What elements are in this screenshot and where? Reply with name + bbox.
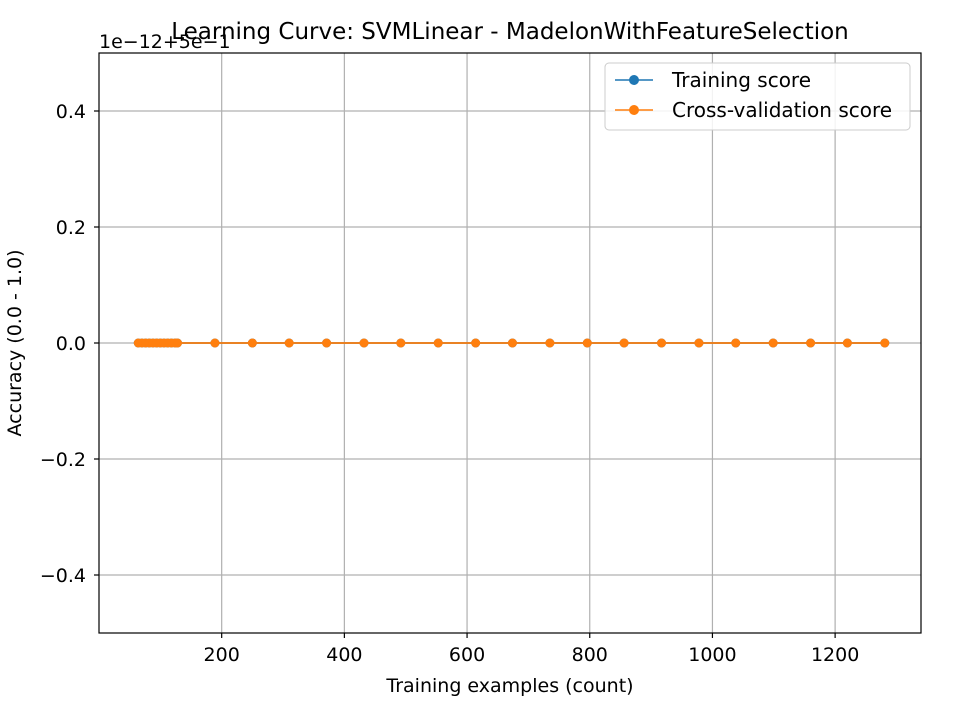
data-point [433,338,443,348]
data-point [471,338,481,348]
x-axis-ticks: 200 400 600 800 1000 1200 [204,633,859,666]
data-point [880,338,890,348]
legend-marker-cv [629,105,639,115]
legend-label-cv: Cross-validation score [672,98,892,122]
data-point [359,338,369,348]
data-point [396,338,406,348]
data-point [768,338,778,348]
data-point [247,338,257,348]
y-tick-label: −0.4 [40,565,86,587]
x-axis-label: Training examples (count) [385,675,633,697]
data-point [322,338,332,348]
y-tick-label: 0.4 [56,101,86,123]
data-point [806,338,816,348]
series-cross-validation-score [133,338,890,348]
y-tick-label: 0.2 [56,217,86,239]
data-point [582,338,592,348]
data-point [210,338,220,348]
data-point [619,338,629,348]
data-point [173,338,183,348]
data-point [694,338,704,348]
legend-label-training: Training score [671,68,811,92]
data-point [657,338,667,348]
data-point [284,338,294,348]
y-tick-label: 0.0 [56,333,86,355]
y-axis-ticks: −0.4 −0.2 0.0 0.2 0.4 [40,101,99,587]
x-tick-label: 400 [326,644,362,666]
x-tick-label: 1200 [811,644,859,666]
y-tick-label: −0.2 [40,449,86,471]
data-point [842,338,852,348]
data-point [545,338,555,348]
x-tick-label: 800 [572,644,608,666]
x-tick-label: 200 [204,644,240,666]
legend-box [604,62,911,131]
x-tick-label: 1000 [688,644,736,666]
chart-title: Learning Curve: SVMLinear - MadelonWithF… [171,19,849,45]
series-group [133,338,890,348]
data-point [507,338,517,348]
data-point [731,338,741,348]
x-tick-label: 600 [449,644,485,666]
y-offset-text: 1e−12+5e−1 [99,31,231,53]
legend: Training score Cross-validation score [604,62,911,131]
legend-marker-training [629,75,639,85]
y-axis-label: Accuracy (0.0 - 1.0) [4,250,26,437]
